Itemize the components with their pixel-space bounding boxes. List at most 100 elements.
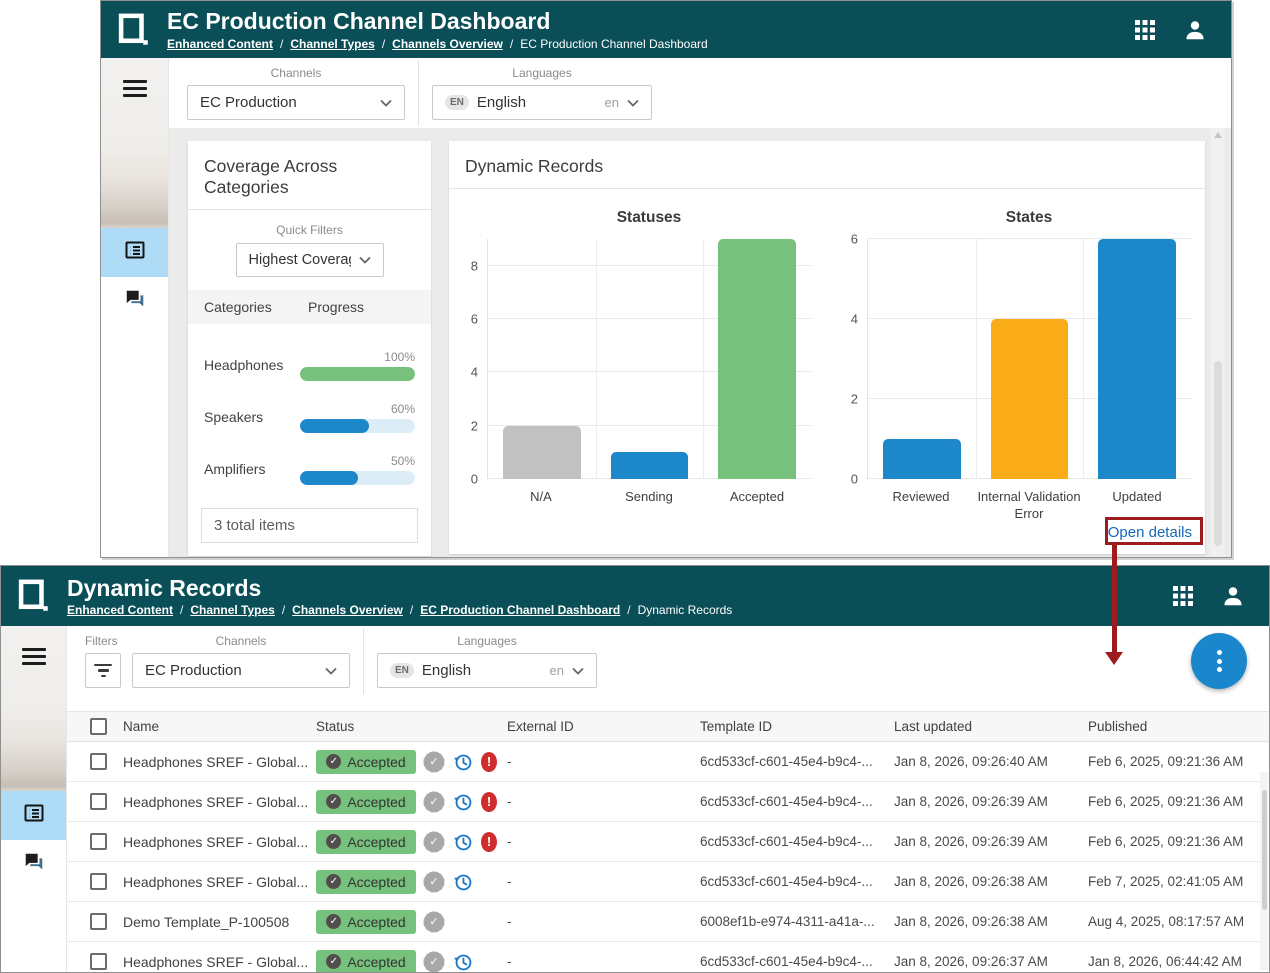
status-badge: ✓ Accepted xyxy=(316,829,416,854)
language-value: English xyxy=(421,662,472,679)
actions-fab-button[interactable] xyxy=(1191,633,1247,689)
check-icon: ✓ xyxy=(326,914,342,929)
record-external-id: - xyxy=(507,754,512,769)
total-items-footer: 3 total items xyxy=(201,508,418,543)
quick-filter-value: Highest Coverage xyxy=(248,252,351,268)
vertical-scrollbar[interactable] xyxy=(1211,128,1225,557)
y-tick-label: 6 xyxy=(470,311,478,327)
quick-filter-select[interactable]: Highest Coverage xyxy=(235,243,384,277)
record-published: Aug 4, 2025, 08:17:57 AM xyxy=(1088,914,1245,929)
table-row[interactable]: Headphones SREF - Global... ✓ Accepted ✓… xyxy=(67,782,1269,822)
check-icon: ✓ xyxy=(326,954,342,969)
apps-grid-icon[interactable] xyxy=(1171,584,1195,608)
table-row[interactable]: Headphones SREF - Global... ✓ Accepted ✓… xyxy=(67,862,1269,902)
y-axis: 0 2 4 6 xyxy=(837,232,867,487)
channels-select[interactable]: EC Production xyxy=(132,653,350,688)
row-checkbox[interactable] xyxy=(90,833,107,850)
table-row[interactable]: Headphones SREF - Global... ✓ Accepted ✓… xyxy=(67,942,1269,972)
breadcrumb-item[interactable]: Channels Overview xyxy=(392,36,503,51)
chart-title: Statuses xyxy=(616,209,682,226)
row-checkbox[interactable] xyxy=(90,953,107,970)
scroll-up-arrow[interactable] xyxy=(1214,132,1222,138)
row-checkbox[interactable] xyxy=(90,913,107,930)
table-row[interactable]: Headphones SREF - Global... ✓ Accepted ✓… xyxy=(67,742,1269,782)
open-details-link[interactable]: Open details xyxy=(1107,524,1192,541)
languages-select[interactable]: EN English en xyxy=(377,653,597,688)
record-external-id: - xyxy=(507,954,512,969)
row-checkbox[interactable] xyxy=(90,753,107,770)
divider xyxy=(418,60,419,126)
verified-seal-icon: ✓ xyxy=(421,749,447,774)
record-status: ✓ Accepted ✓ ! xyxy=(316,789,507,814)
record-status: ✓ Accepted ✓ xyxy=(316,949,507,972)
breadcrumb-separator: / xyxy=(627,603,631,618)
divider xyxy=(363,628,364,694)
column-name: Name xyxy=(123,719,160,734)
breadcrumb-separator: / xyxy=(281,603,286,618)
column-external-id: External ID xyxy=(507,719,574,734)
record-template-id: 6cd533cf-c601-45e4-b9c4-... xyxy=(700,954,873,969)
menu-toggle-button[interactable] xyxy=(1,626,66,686)
verified-seal-icon: ✓ xyxy=(421,869,447,894)
status-badge: ✓ Accepted xyxy=(316,789,416,814)
user-account-icon[interactable] xyxy=(1221,584,1245,608)
breadcrumb-item[interactable]: Channel Types xyxy=(190,603,275,618)
vertical-scrollbar[interactable] xyxy=(1260,772,1268,971)
breadcrumb-item[interactable]: EC Production Channel Dashboard xyxy=(420,603,621,618)
table-row[interactable]: Headphones SREF - Global... ✓ Accepted ✓… xyxy=(67,822,1269,862)
row-checkbox[interactable] xyxy=(90,873,107,890)
app-logo-icon[interactable] xyxy=(15,576,51,616)
record-template-id: 6cd533cf-c601-45e4-b9c4-... xyxy=(700,794,873,809)
status-label: Accepted xyxy=(347,953,406,970)
breadcrumb-item[interactable]: Enhanced Content xyxy=(167,36,274,51)
menu-toggle-button[interactable] xyxy=(101,58,168,118)
breadcrumb-item[interactable]: Channels Overview xyxy=(292,603,403,618)
status-label: Accepted xyxy=(347,833,406,850)
channels-select[interactable]: EC Production xyxy=(187,85,405,120)
y-tick-label: 2 xyxy=(850,391,858,407)
user-account-icon[interactable] xyxy=(1183,18,1207,42)
category-name: Headphones xyxy=(204,357,284,373)
languages-select[interactable]: EN English en xyxy=(432,85,652,120)
languages-label: Languages xyxy=(457,634,517,648)
scrollbar-thumb[interactable] xyxy=(1214,361,1222,546)
breadcrumb: Enhanced Content / Channel Types / Channels … xyxy=(167,37,1113,51)
sidebar-artwork xyxy=(101,58,168,228)
record-name: Headphones SREF - Global... xyxy=(123,953,309,970)
record-template-id: 6008ef1b-e974-4311-a41a-... xyxy=(700,914,875,929)
select-all-checkbox[interactable] xyxy=(90,718,107,735)
sidebar-item-records[interactable] xyxy=(1,791,66,840)
language-value: English xyxy=(476,94,527,111)
bar-updated xyxy=(1098,239,1176,479)
column-categories: Categories xyxy=(204,299,272,315)
coverage-table-header: Categories Progress xyxy=(188,290,431,324)
sidebar-item-records[interactable] xyxy=(101,228,168,277)
breadcrumb-separator: / xyxy=(381,36,386,51)
column-published: Published xyxy=(1088,719,1148,734)
channels-label: Channels xyxy=(270,66,322,80)
y-tick-label: 6 xyxy=(850,231,858,247)
languages-label: Languages xyxy=(512,66,572,80)
apps-grid-icon[interactable] xyxy=(1133,18,1157,42)
breadcrumb-item[interactable]: Enhanced Content xyxy=(67,603,174,618)
filter-icon-button[interactable] xyxy=(85,653,121,688)
breadcrumb-item: Dynamic Records xyxy=(637,603,733,618)
breadcrumb-separator: / xyxy=(409,603,414,618)
app-header: EC Production Channel Dashboard Enhanced… xyxy=(101,1,1231,58)
bar-reviewed xyxy=(883,439,961,479)
record-published: Feb 6, 2025, 09:21:36 AM xyxy=(1088,794,1244,809)
record-last-updated: Jan 8, 2026, 09:26:40 AM xyxy=(894,754,1048,769)
sidebar-item-chat[interactable] xyxy=(101,277,168,326)
sidebar-item-chat[interactable] xyxy=(1,840,66,889)
language-code: en xyxy=(549,663,564,678)
table-row[interactable]: Demo Template_P-100508 ✓ Accepted ✓ - 60… xyxy=(67,902,1269,942)
record-published: Feb 7, 2025, 02:41:05 AM xyxy=(1088,874,1244,889)
row-checkbox[interactable] xyxy=(90,793,107,810)
breadcrumb-item[interactable]: Channel Types xyxy=(290,36,375,51)
progress-percent: 50% xyxy=(390,453,415,468)
record-status: ✓ Accepted ✓ xyxy=(316,909,507,934)
progress-bar xyxy=(300,418,415,433)
scrollbar-thumb[interactable] xyxy=(1261,790,1267,910)
app-logo-icon[interactable] xyxy=(115,10,151,50)
breadcrumb-item: EC Production Channel Dashboard xyxy=(520,36,708,51)
